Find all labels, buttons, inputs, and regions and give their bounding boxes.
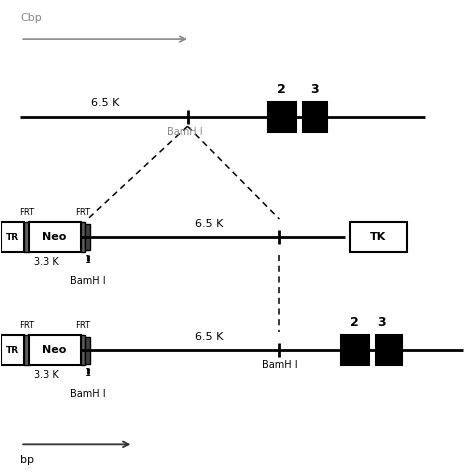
Bar [29,335,81,365]
Bar [85,337,90,364]
Bar [303,101,327,132]
Bar [376,335,402,365]
Text: BamH I: BamH I [167,127,203,137]
Bar [29,222,81,252]
Bar [81,222,85,252]
Text: FRT: FRT [75,208,91,217]
Text: 2: 2 [350,316,359,329]
Text: FRT: FRT [19,321,34,330]
Text: 6.5 K: 6.5 K [194,219,223,228]
Bar [85,224,90,250]
Bar [350,222,407,252]
Text: bp: bp [20,455,34,465]
Bar [1,335,24,365]
Text: BamH I: BamH I [70,389,105,399]
Text: Neo: Neo [43,345,67,355]
Text: BamH I: BamH I [262,360,297,371]
Text: 6.5 K: 6.5 K [91,99,119,109]
Bar [1,222,24,252]
Text: 1: 1 [84,368,91,378]
Bar [24,222,29,252]
Text: Cbp: Cbp [20,13,42,23]
Text: 2: 2 [277,83,286,96]
Text: TR: TR [6,346,19,355]
Text: 6.5 K: 6.5 K [194,332,223,342]
Text: Neo: Neo [43,232,67,242]
Text: 3.3 K: 3.3 K [34,370,58,380]
Bar [341,335,369,365]
Text: TK: TK [370,232,386,242]
Bar [81,335,85,365]
Bar [24,335,29,365]
Text: FRT: FRT [75,321,91,330]
Text: TR: TR [6,233,19,241]
Text: 3: 3 [377,316,386,329]
Text: 1: 1 [84,255,91,264]
Text: 3.3 K: 3.3 K [34,257,58,267]
Bar [268,101,296,132]
Text: 3: 3 [310,83,319,96]
Text: BamH I: BamH I [70,276,105,286]
Text: FRT: FRT [19,208,34,217]
